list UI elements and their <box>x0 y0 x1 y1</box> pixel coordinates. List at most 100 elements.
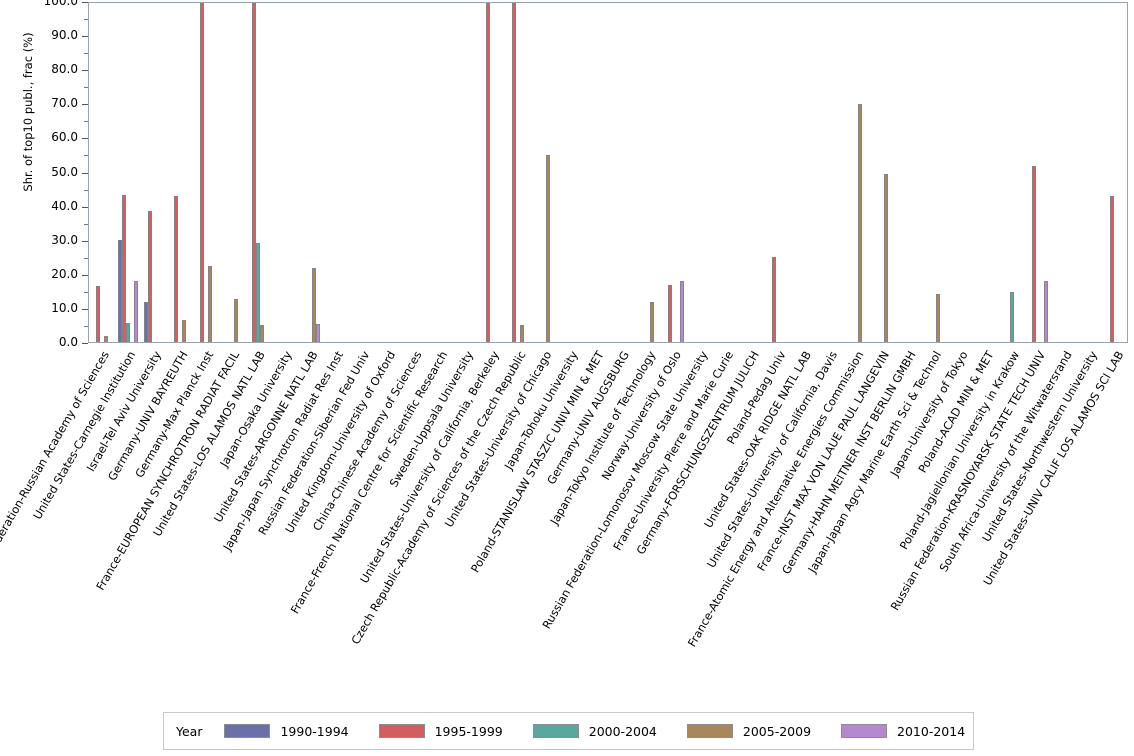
chart-bar <box>520 324 525 342</box>
chart-bar <box>1044 280 1049 342</box>
x-tick-label: France-EUROPEAN SYNCHROTRON RADIAT FACIL <box>94 349 243 593</box>
x-tick-label: United States-University of California, … <box>705 349 841 571</box>
legend-label: 1995-1999 <box>434 723 503 739</box>
chart-bar <box>680 280 685 342</box>
x-tick-label: Japan-Tokyo Institute of Technology <box>547 349 659 528</box>
chart-bar <box>125 323 131 342</box>
y-tick-mark <box>82 308 88 310</box>
x-tick-label: France-INST MAX VON LAUE PAUL LANGEVIN <box>755 349 893 574</box>
x-tick-label: Poland-Pedag Univ <box>724 349 789 447</box>
x-tick-label: Germany-FORSCHUNGSZENTRUM JULICH <box>634 349 763 557</box>
x-tick-label: Germany-UNIV AUGSBURG <box>545 349 633 487</box>
y-tick-mark <box>82 343 88 344</box>
chart-bar <box>134 281 139 342</box>
chart-bar <box>251 3 256 342</box>
y-tick-minor-mark <box>84 291 88 293</box>
y-tick-mark <box>82 172 88 174</box>
x-tick-label: Germany-UNIV BAYREUTH <box>105 349 191 484</box>
legend-label: 2005-2009 <box>742 723 812 739</box>
x-tick-label: United States-University of California, … <box>358 349 503 586</box>
x-tick-label: France-University Pierre and Marie Curie <box>611 349 737 553</box>
x-tick-label: Japan-Osaka University <box>217 349 295 470</box>
chart-bar <box>312 267 317 342</box>
y-tick-label: 90.0 <box>51 28 78 43</box>
x-tick-label: Japan-Japan Agcy Marine Earth Sci & Tech… <box>806 349 945 576</box>
x-tick-label: United States-Carnegie Institution <box>31 349 139 522</box>
chart-bar <box>1109 196 1114 342</box>
y-tick-minor-mark <box>84 155 88 157</box>
legend-item[interactable]: 2005-2009 <box>686 723 812 739</box>
y-tick-minor-mark <box>84 257 88 259</box>
x-tick-label: United States-ARGONNE NATL LAB <box>211 349 321 525</box>
chart-bar <box>858 103 863 342</box>
y-tick-mark <box>82 70 88 72</box>
x-tick-label: United States-University of Chicago <box>442 349 555 530</box>
y-tick-minor-mark <box>84 121 88 123</box>
chart-bar <box>546 155 551 342</box>
chart-bar <box>121 195 126 342</box>
x-tick-label: Norway-University of Oslo <box>599 349 685 483</box>
x-tick-label: United States-UNIV CALIF LOS ALAMOS SCI … <box>980 349 1127 588</box>
x-tick-label: South Africa-University of the Witwaters… <box>936 349 1075 575</box>
y-tick-label: 70.0 <box>51 96 78 111</box>
y-tick-minor-mark <box>84 53 88 55</box>
legend-label: 2000-2004 <box>588 723 657 739</box>
chart-bar <box>667 285 672 342</box>
x-tick-label: Czech Republic-Academy of Sciences of th… <box>348 349 529 647</box>
x-tick-label: Russian Federation-KRASNOYARSK STATE TEC… <box>888 349 1049 613</box>
y-tick-label: 40.0 <box>51 198 78 213</box>
x-tick-label: Russian Federation-Siberian Fed Univ <box>255 349 373 538</box>
x-tick-label: Sweden-Uppsala University <box>387 349 477 490</box>
y-tick-minor-mark <box>84 189 88 191</box>
y-tick-mark <box>82 240 88 242</box>
chart-bar <box>208 265 213 342</box>
chart-bar <box>255 243 261 342</box>
legend-label: 2010-2014 <box>897 723 966 739</box>
legend-label: 1990-1994 <box>280 723 349 739</box>
y-tick-mark <box>82 36 88 38</box>
x-tick-label: Japan-Japan Synchrotron Radiat Res Inst <box>221 349 347 553</box>
x-tick-label: Japan-Tohoku University <box>501 349 581 472</box>
y-tick-label: 60.0 <box>51 130 78 145</box>
y-tick-mark <box>82 206 88 208</box>
y-tick-minor-mark <box>84 325 88 327</box>
x-tick-label: Japan-University of Tokyo <box>887 349 971 479</box>
chart-bar <box>199 3 204 342</box>
x-tick-label: France-French National Centre for Scient… <box>288 349 451 617</box>
chart-bar <box>95 286 100 342</box>
chart-bar <box>234 298 239 342</box>
legend-item[interactable]: 1990-1994 <box>224 723 349 739</box>
chart-bar <box>117 239 122 342</box>
x-tick-label: Russian Federation-Lomonosov Moscow Stat… <box>539 349 711 632</box>
x-tick-label: France-Atomic Energy and Alternative Ene… <box>685 349 867 650</box>
y-tick-minor-mark <box>84 87 88 89</box>
y-tick-label: 10.0 <box>51 300 78 315</box>
y-tick-label: 30.0 <box>51 232 78 247</box>
y-tick-mark <box>82 104 88 106</box>
chart-bar <box>173 196 178 342</box>
chart-bar <box>884 173 889 342</box>
chart-bar <box>147 211 152 342</box>
legend-swatch <box>841 724 888 738</box>
x-tick-label: Poland-ACAD MIN & MET <box>915 349 997 476</box>
chart-bar <box>143 301 148 342</box>
legend-item[interactable]: 2010-2014 <box>841 724 965 739</box>
x-tick-label: Poland-STANISLAW STASZIC UNIV MIN & MET <box>468 349 607 575</box>
legend-swatch <box>532 724 579 738</box>
y-tick-mark <box>82 274 88 276</box>
x-tick-label: China-Chinese Academy of Sciences <box>310 349 425 534</box>
legend-swatch <box>378 724 425 738</box>
chart-bar <box>104 335 109 342</box>
chart-bar <box>485 3 490 342</box>
chart-bar <box>936 293 941 342</box>
x-tick-label: Poland-Jagiellonian University in Krakow <box>897 349 1023 552</box>
legend-item[interactable]: 1995-1999 <box>378 723 503 739</box>
y-tick-label: 0.0 <box>58 335 78 349</box>
legend-swatch <box>686 724 733 738</box>
y-tick-minor-mark <box>84 19 88 21</box>
x-tick-label: United States-LOS ALAMOS NATL LAB <box>151 349 269 539</box>
y-tick-mark <box>82 2 88 3</box>
chart-bar <box>511 3 516 342</box>
legend-item[interactable]: 2000-2004 <box>532 723 657 739</box>
